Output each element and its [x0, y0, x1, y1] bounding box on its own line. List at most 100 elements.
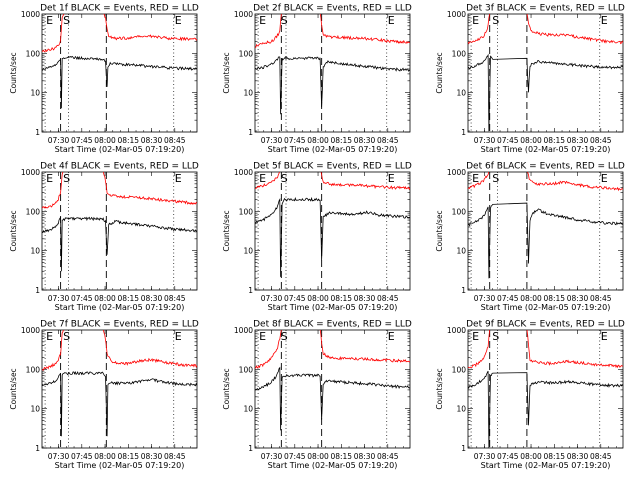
x-tick-label: 08:30	[354, 136, 376, 145]
x-tick-label: 08:45	[164, 294, 186, 303]
y-tick-label: 100	[26, 365, 41, 374]
chart-title: Det 7f BLACK = Events, RED = LLD	[40, 320, 199, 330]
x-tick-label: 08:15	[330, 136, 352, 145]
x-tick-label: 08:00	[307, 294, 329, 303]
x-tick-label: 07:30	[474, 294, 496, 303]
y-tick-label: 100	[452, 365, 467, 374]
marker-label: E	[472, 14, 479, 27]
y-tick-label: 1	[461, 444, 466, 453]
y-tick-label: 100	[239, 207, 254, 216]
lld-series-line	[468, 172, 623, 192]
x-tick-label: 08:45	[377, 136, 399, 145]
x-tick-label: 08:30	[141, 136, 163, 145]
events-series-line	[468, 53, 623, 132]
events-series-line	[42, 371, 197, 437]
y-tick-label: 100	[239, 365, 254, 374]
y-axis-label: Counts/sec	[9, 210, 18, 251]
x-tick-label: 07:30	[261, 452, 283, 461]
x-tick-label: 08:00	[307, 136, 329, 145]
chart-panel: Det 7f BLACK = Events, RED = LLD 1 10 100 10…	[9, 320, 199, 471]
x-tick-label: 08:15	[330, 452, 352, 461]
marker-label: S	[63, 14, 70, 27]
x-tick-label: 08:30	[567, 136, 589, 145]
y-tick-label: 10	[243, 247, 253, 256]
chart-panel: Det 4f BLACK = Events, RED = LLD 1 10 100 10…	[9, 162, 199, 313]
y-tick-label: 1	[35, 444, 40, 453]
marker-label: E	[175, 14, 182, 27]
y-tick-label: 1	[248, 286, 253, 295]
y-tick-label: 10	[30, 405, 40, 414]
y-tick-label: 10	[456, 89, 466, 98]
x-tick-label: 08:45	[590, 294, 612, 303]
chart-panel: Det 2f BLACK = Events, RED = LLD 1 10 100 10…	[222, 4, 412, 155]
chart-title: Det 3f BLACK = Events, RED = LLD	[466, 4, 625, 14]
y-tick-label: 1000	[234, 168, 253, 177]
marker-label: S	[492, 172, 499, 185]
marker-label: E	[259, 172, 266, 185]
y-tick-label: 10	[30, 89, 40, 98]
chart-panel: Det 6f BLACK = Events, RED = LLD 1 10 100 10…	[435, 162, 625, 313]
chart-title: Det 2f BLACK = Events, RED = LLD	[253, 4, 412, 14]
events-series-line	[255, 56, 410, 115]
marker-label: E	[46, 330, 53, 343]
marker-label: E	[601, 14, 608, 27]
x-axis-label: Start Time (02-Mar-05 07:19:20)	[268, 461, 398, 470]
marker-label: E	[601, 330, 608, 343]
x-tick-label: 07:30	[48, 294, 70, 303]
marker-label: E	[388, 330, 395, 343]
y-axis-label: Counts/sec	[9, 368, 18, 409]
x-tick-label: 08:45	[590, 452, 612, 461]
marker-label: E	[175, 330, 182, 343]
plot-frame	[467, 171, 624, 291]
marker-label: S	[281, 172, 288, 185]
x-tick-label: 08:30	[567, 452, 589, 461]
y-axis-label: Counts/sec	[222, 52, 231, 93]
y-axis-label: Counts/sec	[222, 210, 231, 251]
x-axis-label: Start Time (02-Mar-05 07:19:20)	[481, 145, 611, 154]
lld-series-line	[42, 330, 197, 371]
marker-label: E	[472, 330, 479, 343]
y-tick-label: 1	[35, 128, 40, 137]
x-tick-label: 07:30	[474, 136, 496, 145]
y-axis-label: Counts/sec	[435, 210, 444, 251]
chart-panel: Det 3f BLACK = Events, RED = LLD 1 10 100 10…	[435, 4, 625, 155]
chart-title: Det 9f BLACK = Events, RED = LLD	[466, 320, 625, 330]
x-tick-label: 08:00	[94, 294, 116, 303]
y-tick-label: 1000	[234, 10, 253, 19]
y-tick-label: 1000	[21, 10, 40, 19]
y-axis-label: Counts/sec	[9, 52, 18, 93]
marker-label: S	[281, 14, 288, 27]
lld-series-line	[255, 172, 410, 191]
x-tick-label: 08:00	[94, 452, 116, 461]
y-tick-label: 1	[248, 128, 253, 137]
y-tick-label: 100	[452, 207, 467, 216]
marker-label: S	[63, 172, 70, 185]
x-tick-label: 08:00	[520, 136, 542, 145]
y-axis-label: Counts/sec	[435, 368, 444, 409]
x-tick-label: 08:15	[117, 294, 139, 303]
chart-title: Det 5f BLACK = Events, RED = LLD	[253, 162, 412, 172]
x-tick-label: 08:30	[141, 294, 163, 303]
x-tick-label: 07:45	[497, 452, 519, 461]
y-tick-label: 10	[456, 405, 466, 414]
chart-title: Det 4f BLACK = Events, RED = LLD	[40, 162, 199, 172]
x-tick-label: 07:45	[71, 136, 93, 145]
x-tick-label: 08:45	[590, 136, 612, 145]
x-tick-label: 08:30	[354, 452, 376, 461]
x-tick-label: 07:30	[261, 136, 283, 145]
x-tick-label: 08:15	[117, 136, 139, 145]
x-axis-label: Start Time (02-Mar-05 07:19:20)	[481, 461, 611, 470]
y-axis-label: Counts/sec	[222, 368, 231, 409]
x-tick-label: 08:15	[543, 452, 565, 461]
lld-series-line	[42, 14, 197, 53]
y-tick-label: 1000	[21, 326, 40, 335]
plot-frame	[41, 13, 198, 133]
chart-panel: Det 8f BLACK = Events, RED = LLD 1 10 100 10…	[222, 320, 412, 471]
y-tick-label: 1	[461, 286, 466, 295]
y-tick-label: 1000	[21, 168, 40, 177]
x-tick-label: 07:30	[261, 294, 283, 303]
marker-label: S	[281, 330, 288, 343]
y-axis-label: Counts/sec	[435, 52, 444, 93]
x-tick-label: 08:45	[377, 452, 399, 461]
marker-label: S	[492, 330, 499, 343]
